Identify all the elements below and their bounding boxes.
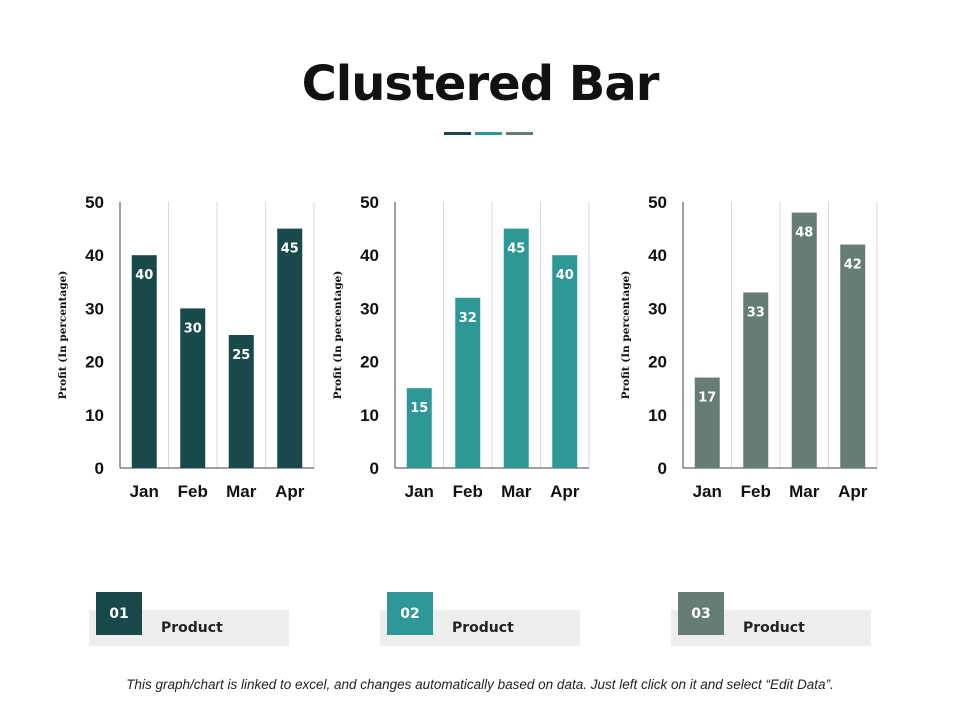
y-tick-label: 0	[658, 459, 667, 478]
bar	[791, 212, 817, 468]
y-tick-label: 50	[360, 193, 379, 212]
y-tick-label: 20	[85, 353, 104, 372]
y-tick-label: 40	[360, 246, 379, 265]
y-tick-label: 50	[85, 193, 104, 212]
title-underline-1	[444, 132, 471, 135]
data-label: 40	[556, 268, 574, 283]
data-label: 48	[795, 226, 813, 241]
data-label: 45	[281, 242, 299, 257]
bar	[455, 297, 481, 468]
legend-item-1-number: 01	[96, 592, 142, 635]
x-tick-label: Feb	[178, 482, 208, 501]
x-tick-label: Mar	[226, 482, 257, 501]
bar	[406, 388, 432, 468]
chart-canvas: 0 10 20 30 40 50 Profit (In percentage) 15 Jan 32…	[332, 193, 590, 501]
y-axis-label: Profit (In percentage)	[57, 271, 69, 400]
y-tick-label: 40	[648, 246, 667, 265]
chart-3[interactable]: 0 10 20 30 40 50 Profit (In percentage) 17 Jan 33…	[613, 180, 903, 510]
x-tick-label: Mar	[501, 482, 532, 501]
x-tick-label: Mar	[789, 482, 820, 501]
x-tick-label: Apr	[550, 482, 580, 501]
chart-canvas: 0 10 20 30 40 50 Profit (In percentage) 40 Jan 30…	[57, 193, 315, 501]
chart-canvas: 0 10 20 30 40 50 Profit (In percentage) 17 Jan 33…	[620, 193, 878, 501]
legend-item-1-label: Product	[161, 620, 223, 636]
x-tick-label: Jan	[130, 482, 159, 501]
data-label: 33	[747, 305, 765, 320]
y-tick-label: 10	[360, 406, 379, 425]
legend-item-2-number: 02	[387, 592, 433, 635]
data-label: 42	[844, 258, 862, 273]
x-tick-label: Apr	[838, 482, 868, 501]
legend-item-3-number: 03	[678, 592, 724, 635]
title-underline-2	[475, 132, 502, 135]
y-axis-label: Profit (In percentage)	[620, 271, 632, 400]
legend-item-3-label: Product	[743, 620, 805, 636]
y-axis-label: Profit (In percentage)	[332, 271, 344, 400]
x-tick-label: Jan	[693, 482, 722, 501]
y-tick-label: 30	[85, 299, 104, 318]
y-tick-label: 40	[85, 246, 104, 265]
y-tick-label: 30	[360, 299, 379, 318]
data-label: 15	[410, 401, 428, 416]
y-tick-label: 0	[95, 459, 104, 478]
footer-note: This graph/chart is linked to excel, and…	[126, 677, 834, 692]
bar	[180, 308, 206, 468]
x-tick-label: Jan	[405, 482, 434, 501]
data-label: 32	[459, 311, 477, 326]
data-label: 17	[698, 391, 716, 406]
page-title: Clustered Bar	[301, 56, 660, 112]
data-label: 25	[232, 348, 250, 363]
title-underline-3	[506, 132, 533, 135]
y-tick-label: 0	[370, 459, 379, 478]
y-tick-label: 30	[648, 299, 667, 318]
bar	[743, 292, 769, 468]
bar	[840, 244, 866, 468]
bar	[503, 228, 529, 468]
chart-2[interactable]: 0 10 20 30 40 50 Profit (In percentage) 15 Jan 32…	[325, 180, 615, 510]
x-tick-label: Feb	[453, 482, 483, 501]
y-tick-label: 20	[648, 353, 667, 372]
bar	[694, 377, 720, 468]
bar	[131, 255, 157, 468]
y-tick-label: 50	[648, 193, 667, 212]
y-tick-label: 10	[85, 406, 104, 425]
bar	[552, 255, 578, 468]
chart-1[interactable]: 0 10 20 30 40 50 Profit (In percentage) 40 Jan 30…	[50, 180, 340, 510]
bar	[277, 228, 303, 468]
data-label: 45	[507, 242, 525, 257]
x-tick-label: Apr	[275, 482, 305, 501]
legend-item-2-label: Product	[452, 620, 514, 636]
y-tick-label: 20	[360, 353, 379, 372]
x-tick-label: Feb	[741, 482, 771, 501]
y-tick-label: 10	[648, 406, 667, 425]
bar	[228, 335, 254, 468]
data-label: 30	[184, 321, 202, 336]
data-label: 40	[135, 268, 153, 283]
